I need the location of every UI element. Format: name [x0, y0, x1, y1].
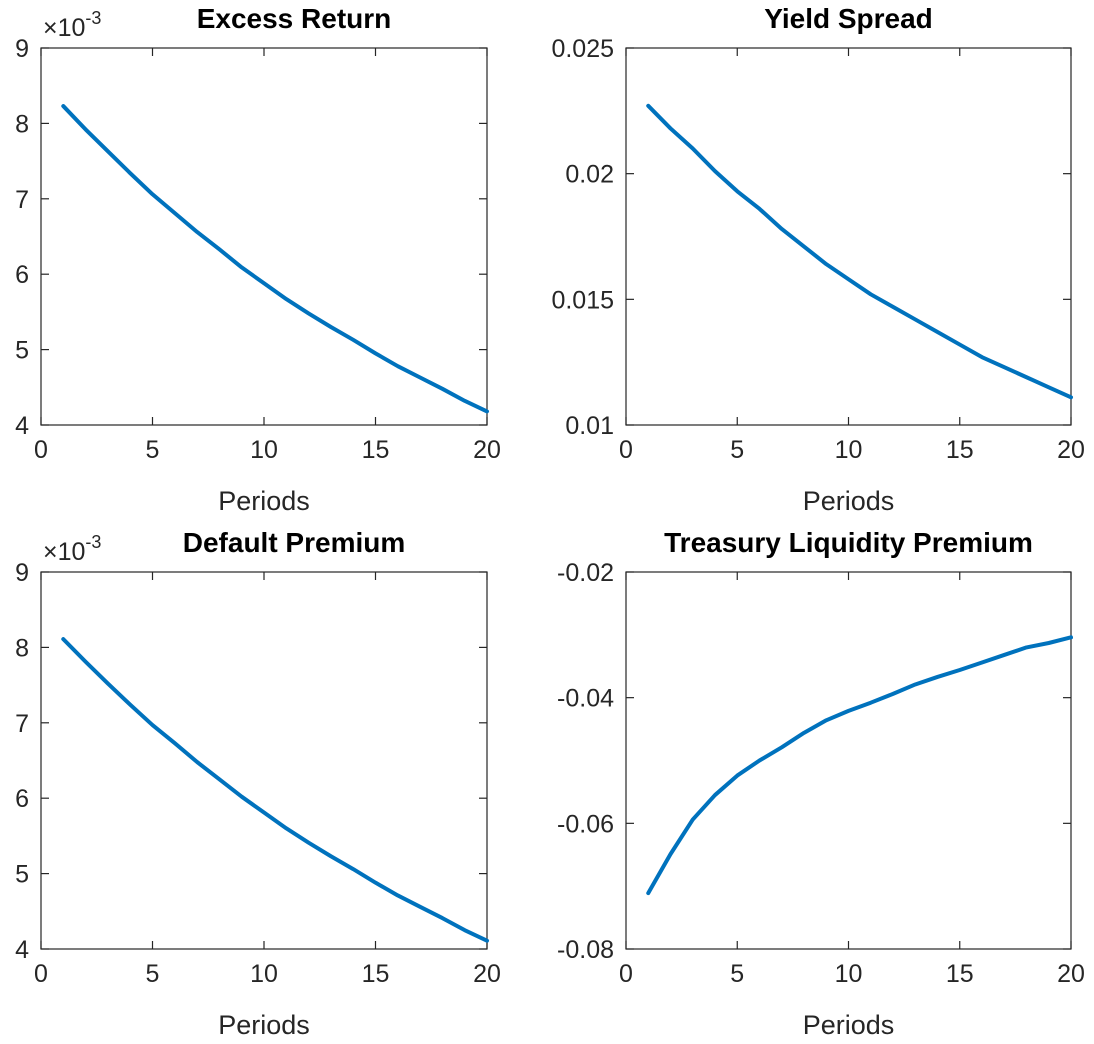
yield-spread-x-tick-label: 10 [835, 436, 863, 464]
treasury-liquidity-premium-x-tick-label: 15 [946, 960, 974, 988]
default-premium-exponent-label: ×10-3 [43, 532, 101, 566]
excess-return-exponent-power: -3 [85, 8, 101, 28]
default-premium-x-tick-label: 5 [146, 960, 160, 988]
default-premium-y-tick-label: 9 [15, 559, 29, 587]
excess-return-y-tick-label: 4 [15, 412, 29, 440]
yield-spread-panel: 0 5 10 15 20 0.01 0.015 0.02 0.025 Periods Yield S… [551, 3, 1084, 516]
default-premium-y-tick-label: 5 [15, 861, 29, 889]
excess-return-x-tick-label: 20 [473, 436, 501, 464]
yield-spread-x-tick-label: 15 [946, 436, 974, 464]
default-premium-title: Default Premium [183, 527, 406, 558]
yield-spread-y-tick-label: 0.015 [551, 286, 614, 314]
default-premium-y-tick-label: 4 [15, 936, 29, 964]
default-premium-x-tick-label: 15 [362, 960, 390, 988]
excess-return-x-tick-label: 10 [250, 436, 278, 464]
excess-return-y-tick-label: 7 [15, 186, 29, 214]
treasury-liquidity-premium-x-tick-label: 20 [1057, 960, 1085, 988]
excess-return-x-tick-label: 15 [362, 436, 390, 464]
excess-return-y-tick-label: 5 [15, 337, 29, 365]
treasury-liquidity-premium-title: Treasury Liquidity Premium [664, 527, 1033, 558]
default-premium-exponent-power: -3 [85, 532, 101, 552]
treasury-liquidity-premium-series-line [646, 635, 1073, 896]
yield-spread-x-tick-label: 0 [619, 436, 633, 464]
excess-return-y-tick-label: 8 [15, 110, 29, 138]
excess-return-exponent-label: ×10-3 [43, 8, 101, 42]
excess-return-y-tick-label: 9 [15, 35, 29, 63]
yield-spread-y-tick-label: 0.025 [551, 35, 614, 63]
yield-spread-y-tick-label: 0.01 [565, 412, 614, 440]
yield-spread-series-line [646, 103, 1073, 400]
default-premium-x-tick-label: 20 [473, 960, 501, 988]
excess-return-x-axis-label: Periods [218, 486, 310, 516]
default-premium-panel: 0 5 10 15 20 4 5 6 7 8 9 Periods Default Premium ×10-… [15, 527, 501, 1040]
excess-return-series-line [61, 104, 489, 414]
default-premium-x-axis-label: Periods [218, 1010, 310, 1040]
default-premium-series-line [61, 637, 489, 943]
treasury-liquidity-premium-y-tick-label: -0.02 [557, 559, 614, 587]
treasury-liquidity-premium-panel: 0 5 10 15 20 -0.08 -0.06 -0.04 -0.02 Periods Treas… [557, 527, 1085, 1040]
excess-return-x-tick-label: 5 [146, 436, 160, 464]
yield-spread-x-axis-label: Periods [803, 486, 895, 516]
default-premium-y-tick-label: 8 [15, 634, 29, 662]
excess-return-panel: 0 5 10 15 20 4 5 6 7 8 9 Periods Excess Return ×10-3 [15, 3, 501, 516]
treasury-liquidity-premium-y-tick-label: -0.08 [557, 936, 614, 964]
excess-return-exponent-base: ×10 [43, 14, 85, 42]
default-premium-exponent-base: ×10 [43, 538, 85, 566]
yield-spread-title: Yield Spread [764, 3, 933, 34]
default-premium-y-tick-label: 7 [15, 710, 29, 738]
yield-spread-x-tick-label: 5 [730, 436, 744, 464]
treasury-liquidity-premium-x-tick-label: 0 [619, 960, 633, 988]
yield-spread-x-tick-label: 20 [1057, 436, 1085, 464]
treasury-liquidity-premium-y-tick-label: -0.06 [557, 810, 614, 838]
default-premium-x-tick-label: 10 [250, 960, 278, 988]
treasury-liquidity-premium-x-tick-label: 5 [730, 960, 744, 988]
treasury-liquidity-premium-x-tick-label: 10 [835, 960, 863, 988]
treasury-liquidity-premium-y-tick-label: -0.04 [557, 685, 614, 713]
treasury-liquidity-premium-x-axis-label: Periods [803, 1010, 895, 1040]
excess-return-title: Excess Return [197, 3, 392, 34]
default-premium-y-tick-label: 6 [15, 785, 29, 813]
excess-return-x-tick-label: 0 [34, 436, 48, 464]
default-premium-x-tick-label: 0 [34, 960, 48, 988]
excess-return-y-tick-label: 6 [15, 261, 29, 289]
yield-spread-y-tick-label: 0.02 [565, 161, 614, 189]
